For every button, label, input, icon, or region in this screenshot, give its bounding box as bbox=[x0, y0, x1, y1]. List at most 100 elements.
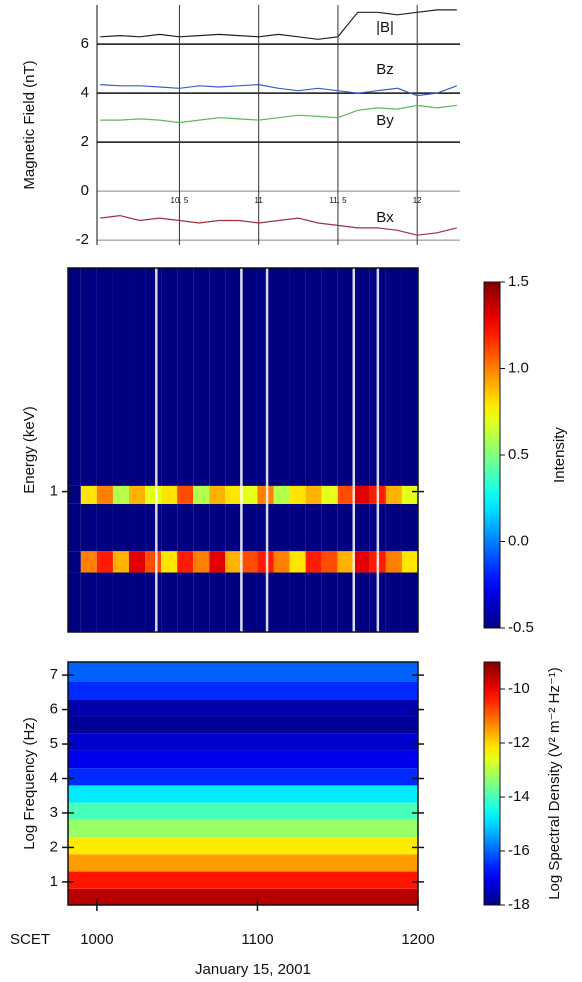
heatmap-cell bbox=[225, 485, 242, 504]
colorbar-label: Log Spectral Density (V² m⁻² Hz⁻¹) bbox=[546, 667, 563, 900]
y-tick-label: 2 bbox=[81, 133, 89, 150]
heatmap-cell bbox=[161, 485, 178, 504]
heatmap-cell bbox=[305, 572, 322, 632]
heatmap-cell bbox=[241, 551, 258, 573]
y-axis-label: Magnetic Field (nT) bbox=[21, 60, 38, 189]
heatmap-cell bbox=[209, 572, 226, 632]
heatmap-cell bbox=[145, 503, 162, 552]
heatmap-cell bbox=[193, 485, 210, 504]
heatmap-cell bbox=[353, 485, 370, 504]
heatmap-cell bbox=[289, 485, 306, 504]
heatmap-cell bbox=[145, 551, 162, 573]
heatmap-cell bbox=[305, 503, 322, 552]
heatmap-cell bbox=[257, 485, 274, 504]
heatmap-cell bbox=[68, 268, 81, 486]
colorbar-tick-label: -10 bbox=[508, 680, 530, 697]
heatmap-cell bbox=[145, 572, 162, 632]
heatmap-cell bbox=[273, 485, 290, 504]
colorbar-tick-label: -0.5 bbox=[508, 619, 534, 636]
heatmap-cell bbox=[68, 662, 418, 682]
heatmap-cell bbox=[241, 503, 258, 552]
heatmap-cell bbox=[385, 485, 402, 504]
line-series bbox=[100, 104, 457, 124]
colorbar-tick-label: 0.5 bbox=[508, 446, 529, 463]
heatmap-cell bbox=[241, 268, 258, 486]
heatmap-cell bbox=[385, 551, 402, 573]
heatmap-cell bbox=[209, 551, 226, 573]
heatmap-cell bbox=[305, 268, 322, 486]
heatmap-cell bbox=[68, 854, 418, 872]
heatmap-cell bbox=[96, 268, 113, 486]
x-tick-label: 11. 5 bbox=[329, 196, 347, 205]
x-tick-label: 1000 bbox=[80, 931, 113, 948]
x-tick-label: 1200 bbox=[401, 931, 434, 948]
y-tick-label: 2 bbox=[50, 838, 58, 855]
line-series bbox=[100, 214, 457, 236]
colorbar-tick-label: -18 bbox=[508, 896, 530, 913]
heatmap-cell bbox=[129, 503, 146, 552]
series-label: By bbox=[376, 112, 394, 129]
heatmap-cell bbox=[337, 551, 354, 573]
x-axis-label: January 15, 2001 bbox=[195, 961, 311, 978]
heatmap-cell bbox=[289, 551, 306, 573]
heatmap-cell bbox=[68, 819, 418, 838]
heatmap-cell bbox=[80, 551, 97, 573]
heatmap-cell bbox=[96, 503, 113, 552]
heatmap-cell bbox=[129, 485, 146, 504]
heatmap-cell bbox=[96, 485, 113, 504]
heatmap-cell bbox=[68, 785, 418, 803]
y-tick-label: 6 bbox=[81, 35, 89, 52]
heatmap-cell bbox=[273, 551, 290, 573]
heatmap-cell bbox=[68, 768, 418, 786]
heatmap-cell bbox=[68, 681, 418, 700]
colorbar-label: Intensity bbox=[551, 427, 568, 483]
heatmap-cell bbox=[68, 837, 418, 855]
heatmap-cell bbox=[161, 551, 178, 573]
heatmap-cell bbox=[68, 551, 81, 573]
heatmap-cell bbox=[68, 733, 418, 751]
heatmap-cell bbox=[112, 268, 130, 486]
y-tick-label: 1 bbox=[50, 483, 58, 500]
heatmap-cell bbox=[209, 503, 226, 552]
heatmap-cell bbox=[193, 268, 210, 486]
heatmap-cell bbox=[257, 551, 274, 573]
heatmap-cell bbox=[68, 485, 81, 504]
heatmap-cell bbox=[385, 572, 402, 632]
colorbar-tick-label: -16 bbox=[508, 842, 530, 859]
heatmap-cell bbox=[321, 551, 338, 573]
heatmap-cell bbox=[401, 268, 418, 486]
heatmap-cell bbox=[321, 268, 338, 486]
heatmap-cell bbox=[337, 485, 354, 504]
heatmap-cell bbox=[112, 572, 130, 632]
colorbar-tick-label: -14 bbox=[508, 788, 530, 805]
heatmap-cell bbox=[161, 572, 178, 632]
heatmap-cell bbox=[68, 716, 418, 734]
heatmap-cell bbox=[193, 503, 210, 552]
heatmap-cell bbox=[257, 503, 274, 552]
heatmap-cell bbox=[177, 268, 194, 486]
line-series bbox=[100, 83, 458, 97]
heatmap-cell bbox=[385, 503, 402, 552]
heatmap-cell bbox=[129, 572, 146, 632]
heatmap-cell bbox=[353, 503, 370, 552]
heatmap-cell bbox=[337, 268, 354, 486]
heatmap-cell bbox=[112, 485, 130, 504]
heatmap-cell bbox=[161, 503, 178, 552]
y-tick-label: 4 bbox=[81, 84, 89, 101]
y-tick-label: -2 bbox=[76, 231, 89, 248]
heatmap-cell bbox=[177, 485, 194, 504]
heatmap-cell bbox=[68, 699, 418, 717]
heatmap-cell bbox=[177, 572, 194, 632]
heatmap-cell bbox=[68, 871, 418, 889]
colorbar-tick-label: 0.0 bbox=[508, 532, 529, 549]
heatmap-cell bbox=[337, 503, 354, 552]
plot-frame bbox=[67, 661, 419, 906]
heatmap-cell bbox=[337, 572, 354, 632]
heatmap-cell bbox=[96, 572, 113, 632]
y-tick-label: 3 bbox=[50, 804, 58, 821]
heatmap-cell bbox=[209, 485, 226, 504]
heatmap-cell bbox=[401, 551, 418, 573]
heatmap-cell bbox=[80, 503, 97, 552]
heatmap-cell bbox=[80, 268, 97, 486]
y-tick-label: 7 bbox=[50, 666, 58, 683]
